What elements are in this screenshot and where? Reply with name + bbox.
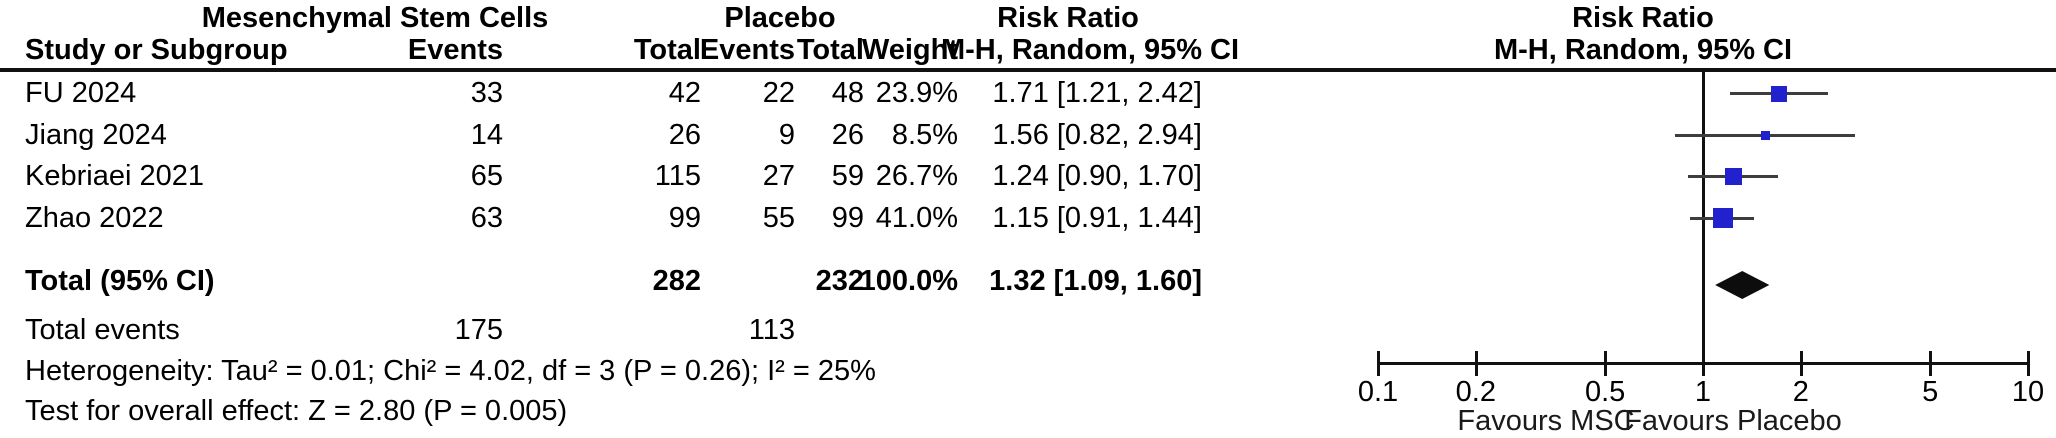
axis-tick (1604, 351, 1608, 376)
msc-total-value: 26 (668, 118, 701, 151)
total-weight: 100.0% (859, 265, 958, 297)
risk-ratio-ci-text: 1.56 [0.82, 2.94] (992, 118, 1202, 151)
msc-total-value: 99 (668, 201, 701, 234)
group-header-risk-ratio-left: Risk Ratio (997, 2, 1139, 34)
weight-value: 41.0% (875, 201, 958, 234)
placebo-events-value: 22 (762, 77, 795, 109)
placebo-total-value: 59 (831, 160, 864, 192)
study-label: Zhao 2022 (25, 201, 164, 234)
col-header-placebo-total: Total (796, 34, 864, 66)
total-events-placebo-value: 113 (748, 314, 795, 346)
col-header-mh-ci-right: M-H, Random, 95% CI (1493, 34, 1793, 66)
col-header-mh-ci-left: M-H, Random, 95% CI (940, 34, 1240, 66)
axis-tick-label: 10 (2011, 376, 2045, 408)
risk-ratio-ci-text: 1.71 [1.21, 2.42] (992, 77, 1202, 109)
study-label: FU 2024 (25, 77, 137, 109)
header-separator-line (0, 68, 2056, 72)
group-header-msc: Mesenchymal Stem Cells (201, 2, 549, 34)
pooled-diamond (1715, 271, 1770, 299)
effect-square (1761, 130, 1771, 140)
axis-tick-label: 0.1 (1357, 376, 1399, 408)
total-msc-total: 282 (652, 265, 701, 297)
heterogeneity-text: Heterogeneity: Tau² = 0.01; Chi² = 4.02,… (25, 355, 876, 387)
col-header-msc-total: Total (633, 34, 701, 66)
favours-left-label: Favours MSC (1457, 405, 1635, 437)
axis-tick (1799, 351, 1803, 376)
total-placebo-total: 232 (815, 265, 864, 297)
risk-ratio-ci-text: 1.24 [0.90, 1.70] (992, 160, 1202, 192)
axis-tick (1474, 351, 1478, 376)
total-events-label: Total events (25, 314, 180, 346)
group-header-placebo: Placebo (724, 2, 836, 34)
msc-total-value: 42 (668, 77, 701, 109)
col-header-placebo-events: Events (699, 34, 795, 66)
null-effect-line (1702, 71, 1705, 376)
weight-value: 8.5% (891, 118, 958, 151)
total-events-msc-value: 175 (454, 314, 503, 346)
col-header-study: Study or Subgroup (25, 34, 288, 66)
msc-events-value: 14 (470, 118, 503, 151)
group-header-risk-ratio-right: Risk Ratio (1572, 2, 1714, 34)
axis-tick-label: 0.2 (1455, 376, 1496, 408)
msc-events-value: 33 (470, 77, 503, 109)
axis-tick-label: 2 (1792, 376, 1809, 408)
placebo-total-value: 48 (831, 77, 864, 109)
placebo-events-value: 9 (778, 118, 795, 151)
overall-effect-text: Test for overall effect: Z = 2.80 (P = 0… (25, 395, 568, 427)
axis-tick-label: 5 (1922, 376, 1939, 408)
col-header-msc-events: Events (407, 34, 503, 66)
favours-right-label: Favours Placebo (1624, 405, 1842, 437)
msc-total-value: 115 (654, 160, 701, 192)
axis-tick (2027, 351, 2030, 376)
effect-square (1770, 85, 1787, 102)
total-risk-ratio: 1.32 [1.09, 1.60] (989, 265, 1202, 297)
risk-ratio-ci-text: 1.15 [0.91, 1.44] (992, 201, 1202, 234)
weight-value: 23.9% (875, 77, 958, 109)
axis-tick (1702, 351, 1705, 376)
total-row-label: Total (95% CI) (25, 265, 215, 297)
study-label: Kebriaei 2021 (25, 160, 204, 192)
study-label: Jiang 2024 (25, 118, 167, 151)
placebo-total-value: 99 (831, 201, 864, 234)
msc-events-value: 65 (470, 160, 503, 192)
effect-square (1712, 208, 1733, 228)
col-header-weight: Weight (861, 34, 958, 66)
placebo-total-value: 26 (831, 118, 864, 151)
axis-tick (1929, 351, 1933, 376)
axis-tick (1377, 351, 1380, 376)
msc-events-value: 63 (470, 201, 503, 234)
axis-tick-label: 1 (1694, 376, 1712, 408)
placebo-events-value: 27 (762, 160, 795, 192)
effect-square (1724, 168, 1742, 185)
weight-value: 26.7% (875, 160, 958, 192)
axis-tick-label: 0.5 (1584, 376, 1626, 408)
placebo-events-value: 55 (762, 201, 795, 234)
